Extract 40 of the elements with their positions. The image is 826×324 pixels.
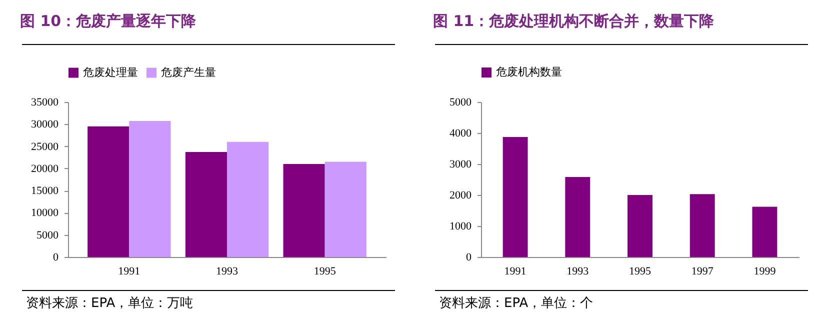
bar [227, 142, 269, 257]
y-tick-label: 0 [53, 252, 59, 264]
bar [690, 194, 715, 257]
bar [628, 195, 652, 257]
text: 资料来源：EPA，单位：个 [439, 295, 594, 312]
legend-label: 危废处理量 [83, 66, 138, 79]
y-tick-label: 5000 [450, 96, 472, 108]
y-tick-label: 4000 [450, 128, 472, 140]
text: 资料来源：EPA，单位：万吨 [26, 295, 194, 312]
legend-label: 危废机构数量 [496, 66, 562, 78]
chart-title: 图 10：危废产量逐年下降 [20, 12, 198, 30]
y-tick-label: 1000 [450, 220, 472, 232]
bar [565, 177, 590, 257]
y-tick-label: 35000 [31, 96, 59, 108]
y-tick-label: 15000 [31, 185, 59, 198]
x-tick-label: 1993 [216, 266, 238, 278]
bar [752, 206, 778, 257]
bar [185, 152, 227, 257]
x-tick-label: 1993 [566, 266, 590, 278]
legend-label: 危废产生量 [161, 66, 216, 79]
bar [502, 137, 528, 257]
x-tick-label: 1995 [314, 266, 336, 278]
y-tick-label: 2000 [450, 190, 472, 202]
y-tick-label: 30000 [31, 118, 59, 131]
y-tick-label: 20000 [31, 162, 59, 175]
y-tick-label: 5000 [36, 229, 59, 242]
x-tick-label: 1995 [629, 266, 652, 278]
x-tick-label: 1991 [504, 266, 526, 278]
bar [88, 126, 130, 257]
x-tick-label: 1999 [754, 266, 776, 278]
bar [283, 164, 325, 257]
chart-title: 图 11：危废处理机构不断合并，数量下降 [433, 12, 716, 30]
y-tick-label: 10000 [31, 207, 59, 220]
bar [324, 162, 366, 257]
y-tick-label: 0 [466, 252, 472, 264]
x-tick-label: 1997 [691, 266, 714, 278]
bar [129, 121, 171, 257]
y-tick-label: 25000 [31, 140, 59, 153]
y-tick-label: 3000 [450, 158, 472, 170]
x-tick-label: 1991 [118, 266, 140, 278]
